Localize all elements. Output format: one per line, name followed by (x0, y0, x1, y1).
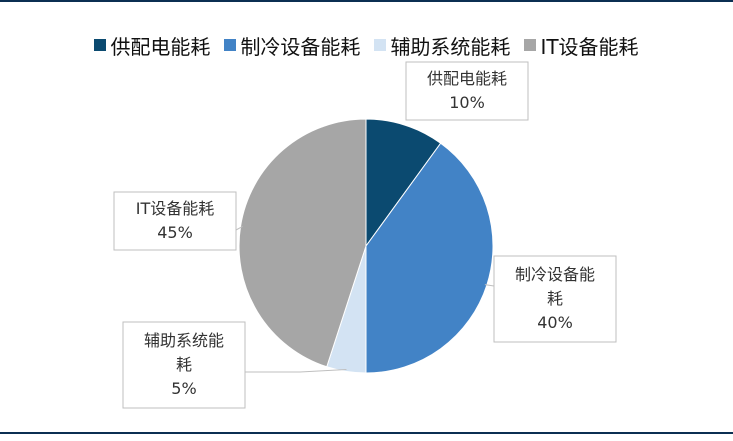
pie-slice-it (238, 118, 367, 368)
data-label-power: 供配电能耗 10% (405, 61, 529, 121)
data-label-value-it: 45% (157, 223, 193, 242)
data-label-value-power: 10% (449, 93, 485, 112)
leader-line-cooling (484, 284, 495, 287)
data-label-box-auxiliary (122, 321, 246, 409)
data-label-name-power: 供配电能耗 (427, 69, 507, 88)
legend-label-cooling: 制冷设备能耗 (240, 34, 361, 59)
legend-item-auxiliary: 辅助系统能耗 (374, 31, 510, 60)
data-label-value-cooling: 40% (537, 313, 573, 332)
legend-item-cooling: 制冷设备能耗 (224, 31, 360, 60)
leader-lines (235, 226, 495, 373)
data-label-auxiliary: 辅助系统能耗 5% (122, 321, 246, 409)
legend-swatch-it (524, 39, 537, 51)
data-label-value-auxiliary: 5% (171, 379, 196, 398)
bottom-border (0, 432, 733, 434)
data-label-box-power (405, 61, 529, 121)
data-label-name-cooling: 耗 (547, 289, 563, 308)
chart-legend: 供配电能耗 制冷设备能耗 辅助系统能耗 IT设备能耗 (0, 30, 733, 60)
legend-swatch-auxiliary (374, 39, 387, 51)
legend-item-power: 供配电能耗 (94, 31, 210, 60)
legend-label-it: IT设备能耗 (540, 34, 639, 59)
legend-label-power: 供配电能耗 (110, 34, 211, 59)
data-label-it: IT设备能耗 45% (113, 191, 237, 251)
legend-item-it: IT设备能耗 (524, 31, 639, 60)
data-label-name-auxiliary: 辅助系统能 (144, 331, 224, 350)
leader-line-auxiliary (245, 368, 347, 373)
legend-label-auxiliary: 辅助系统能耗 (390, 34, 511, 59)
data-label-cooling: 制冷设备能耗 40% (493, 255, 617, 343)
data-label-box-cooling (493, 255, 617, 343)
leader-line-it (235, 226, 243, 231)
data-label-box-it (113, 191, 237, 251)
data-label-name-it: IT设备能耗 (136, 199, 215, 218)
pie-slice-power (365, 118, 442, 248)
data-label-name-auxiliary: 耗 (176, 355, 192, 374)
legend-swatch-power (94, 39, 107, 51)
top-border (0, 0, 733, 2)
pie-slices (238, 118, 494, 374)
legend-swatch-cooling (224, 39, 237, 51)
data-label-name-cooling: 制冷设备能 (515, 265, 595, 284)
